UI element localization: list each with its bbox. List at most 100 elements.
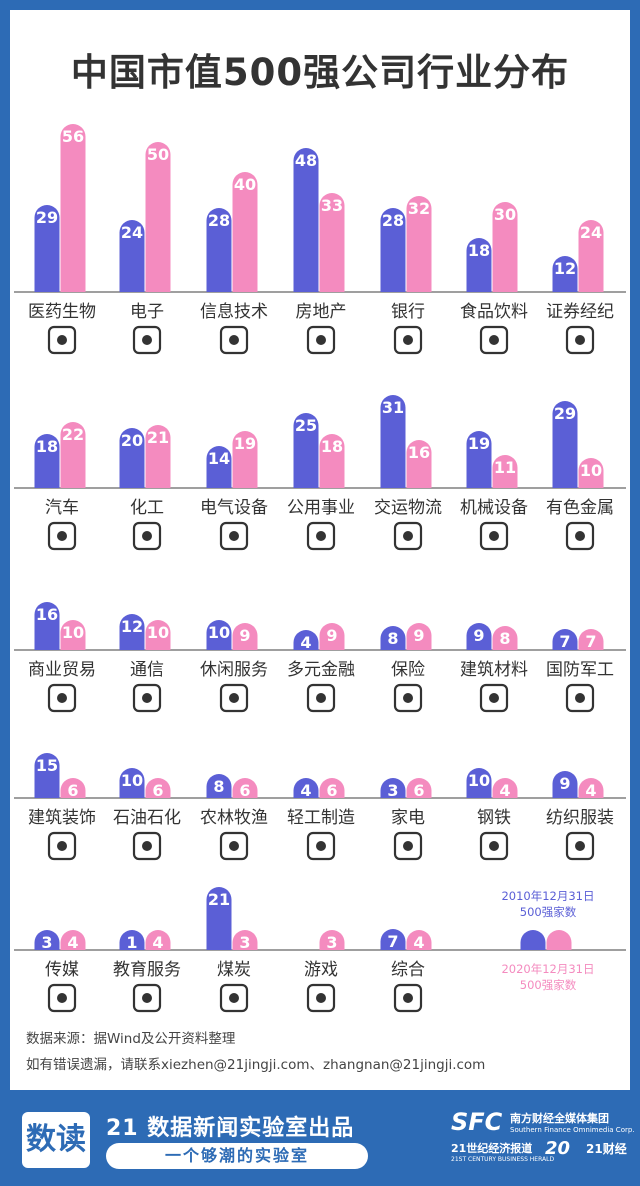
group-name-cn: 南方财经全媒体集团 <box>510 1112 609 1125</box>
wifi-icon <box>132 683 162 713</box>
value-label-2010: 24 <box>121 223 143 242</box>
category-label: 电子 <box>130 302 164 322</box>
legend-swatch-2010 <box>520 930 546 950</box>
value-label-2010: 18 <box>468 241 490 260</box>
steel-beam-icon <box>479 831 509 861</box>
value-label-2020: 32 <box>408 199 430 218</box>
bar-2010 <box>119 614 145 650</box>
bar-2020 <box>145 778 171 798</box>
bar-2020 <box>578 778 604 798</box>
category-label: 公用事业 <box>287 498 355 518</box>
gears-icon <box>479 521 509 551</box>
tshirt-icon <box>565 831 595 861</box>
category-label: 建筑材料 <box>460 660 528 680</box>
house-icon <box>306 325 336 355</box>
bar-2010 <box>34 930 60 950</box>
bar-2010 <box>293 413 319 488</box>
bar-2010 <box>119 768 145 798</box>
bar-2020 <box>232 623 258 650</box>
value-label-2010: 4 <box>300 633 311 652</box>
bar-2020 <box>232 431 258 488</box>
bar-2020 <box>578 629 604 650</box>
metal-ingots-icon <box>565 521 595 551</box>
category-label: 家电 <box>391 808 425 828</box>
value-label-2020: 24 <box>580 223 602 242</box>
bar-2020 <box>578 458 604 488</box>
bar-2020 <box>319 433 345 488</box>
bar-2010 <box>380 929 406 950</box>
value-label-2020: 6 <box>239 781 250 800</box>
pills-icon <box>47 325 77 355</box>
herald-name: 21世纪经济报道 <box>451 1142 533 1155</box>
category-label: 银行 <box>391 302 425 322</box>
legend-2010-label: 500强家数 <box>520 905 577 919</box>
bar-2020 <box>232 930 258 950</box>
electric-panel-icon <box>219 521 249 551</box>
category-label: 多元金融 <box>287 660 355 680</box>
value-label-2020: 7 <box>585 632 596 651</box>
bar-2020 <box>578 220 604 292</box>
value-label-2010: 29 <box>554 404 576 423</box>
slogan: 一个够潮的实验室 <box>106 1143 368 1169</box>
value-label-2010: 10 <box>208 623 230 642</box>
value-label-2020: 3 <box>326 933 337 952</box>
legend-2010-date: 2010年12月31日 <box>501 889 594 903</box>
category-label: 食品饮料 <box>460 302 528 322</box>
value-label-2010: 1 <box>126 933 137 952</box>
value-label-2010: 20 <box>121 431 143 450</box>
bar-2010 <box>552 771 578 798</box>
bar-2020 <box>60 930 86 950</box>
legend-2020-label: 500强家数 <box>520 978 577 992</box>
value-label-2020: 11 <box>494 458 516 477</box>
fire-coal-icon <box>219 983 249 1013</box>
value-label-2020: 4 <box>413 933 424 952</box>
satellite-icon <box>565 683 595 713</box>
category-label: 煤炭 <box>217 960 251 980</box>
category-label: 证券经纪 <box>546 302 614 322</box>
category-label: 纺织服装 <box>546 808 614 828</box>
bar-chart: 5629医药生物5024电子4028信息技术3348房地产3228银行3018食… <box>14 124 626 1013</box>
value-label-2010: 31 <box>382 398 404 417</box>
value-label-2020: 50 <box>147 145 169 164</box>
bar-2020 <box>60 124 86 292</box>
car-icon <box>47 521 77 551</box>
value-label-2020: 18 <box>321 437 343 456</box>
value-label-2010: 18 <box>36 437 58 456</box>
bar-2010 <box>34 205 60 292</box>
category-label: 有色金属 <box>546 498 614 518</box>
value-label-2020: 16 <box>408 443 430 462</box>
computer-icon <box>219 325 249 355</box>
bar-2020 <box>145 620 171 650</box>
category-label: 轻工制造 <box>287 808 355 828</box>
bar-2020 <box>406 440 432 488</box>
film-camera-icon <box>47 983 77 1013</box>
bar-2020 <box>232 171 258 292</box>
bar-2020 <box>406 196 432 292</box>
value-label-2020: 21 <box>147 428 169 447</box>
tissue-roll-icon <box>306 831 336 861</box>
value-label-2010: 9 <box>559 774 570 793</box>
gamepad-icon <box>306 983 336 1013</box>
bar-2010 <box>206 446 232 488</box>
herald-name-en: 21ST CENTURY BUSINESS HERALD <box>451 1156 555 1163</box>
bar-2020 <box>60 620 86 650</box>
bar-2020 <box>492 626 518 650</box>
bar-2010 <box>34 434 60 488</box>
bar-2010 <box>119 427 145 488</box>
value-label-2020: 33 <box>321 196 343 215</box>
category-label: 电气设备 <box>200 498 268 518</box>
bar-2020 <box>319 778 345 798</box>
bar-2020 <box>232 778 258 798</box>
bar-2020 <box>319 930 345 950</box>
globe-truck-icon <box>393 521 423 551</box>
value-label-2010: 7 <box>387 932 398 951</box>
bar-2010 <box>552 400 578 488</box>
beach-umbrella-icon <box>219 683 249 713</box>
category-label: 建筑装饰 <box>28 808 96 828</box>
value-label-2010: 16 <box>36 605 58 624</box>
value-label-2020: 19 <box>234 434 256 453</box>
value-label-2020: 56 <box>62 127 84 146</box>
bar-2010 <box>119 220 145 292</box>
bar-2010 <box>119 930 145 950</box>
recycle-bin-icon <box>306 521 336 551</box>
